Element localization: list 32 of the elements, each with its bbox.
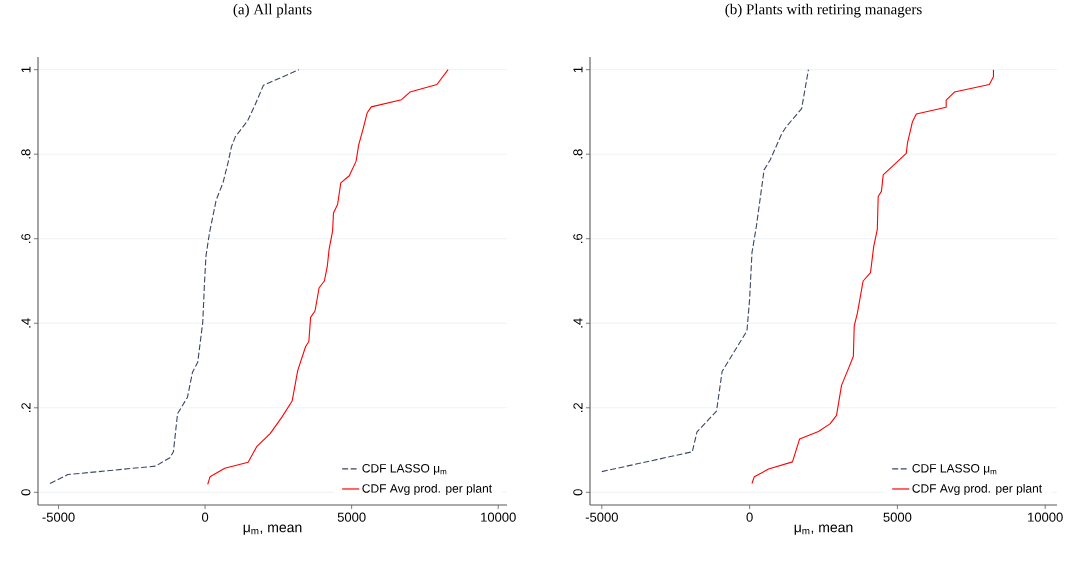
y-tick-label: .2	[21, 403, 31, 413]
chart-title: (b) Plants with retiring managers	[725, 3, 922, 18]
y-tick-label: .6	[573, 233, 583, 243]
y-tick-label: .6	[21, 233, 31, 243]
x-tick-label: 10000	[1028, 512, 1063, 522]
x-tick-label: 10000	[481, 512, 516, 522]
x-tick-label: 5000	[337, 512, 366, 522]
legend-label: CDF Avg prod. per plant	[912, 483, 1043, 496]
y-tick-label: 1	[21, 66, 31, 73]
y-tick-label: 1	[573, 66, 583, 73]
x-tick-label: -5000	[585, 512, 618, 522]
chart-title: (a) All plants	[233, 3, 312, 18]
y-tick-label: .4	[573, 318, 583, 328]
x-tick-label: 5000	[883, 512, 912, 522]
line-series	[49, 69, 300, 484]
line-series	[601, 69, 809, 473]
line-series	[751, 69, 995, 484]
y-tick-label: .8	[573, 149, 583, 159]
y-tick-label: 0	[21, 489, 31, 496]
x-axis-title: μ$_{m}$, mean	[243, 524, 302, 535]
x-axis-title: μ$_{m}$, mean	[794, 524, 853, 535]
y-tick-label: .8	[21, 149, 31, 159]
x-tick-label: 0	[201, 512, 209, 522]
y-tick-label: 0	[573, 489, 583, 496]
legend-label: CDF LASSO μ$_{m}$	[912, 464, 997, 475]
y-tick-label: .4	[21, 318, 31, 328]
x-tick-label: 0	[746, 512, 753, 522]
line-series	[207, 69, 449, 485]
x-tick-label: -5000	[42, 512, 75, 522]
legend-label: CDF LASSO μ$_{m}$	[362, 464, 447, 475]
legend-label: CDF Avg prod. per plant	[362, 483, 492, 496]
y-tick-label: .2	[573, 403, 583, 413]
